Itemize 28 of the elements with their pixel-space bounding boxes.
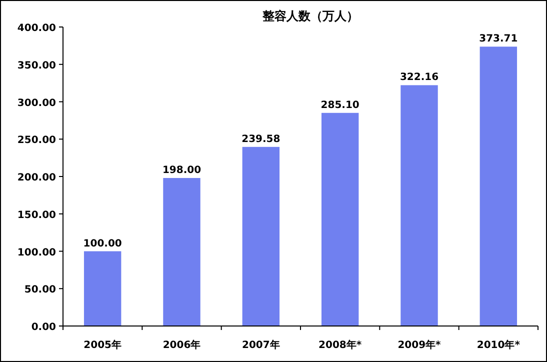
x-tick-label: 2006年 [162, 339, 201, 351]
y-tick-label: 0.00 [31, 322, 56, 333]
y-tick-label: 100.00 [17, 247, 56, 258]
bar [480, 46, 518, 326]
data-label: 322.16 [400, 72, 439, 84]
x-tick-label: 2010年* [476, 339, 521, 351]
bar [321, 112, 359, 326]
y-tick-label: 350.00 [17, 60, 56, 72]
y-tick-label: 400.00 [17, 23, 56, 34]
bar [163, 178, 200, 326]
x-tick-label: 2005年 [84, 339, 122, 351]
x-tick-label: 2009年* [398, 339, 442, 351]
data-label: 373.71 [479, 34, 518, 45]
x-tick-label: 2008年* [318, 339, 362, 351]
data-label: 285.10 [320, 100, 360, 111]
y-tick-label: 200.00 [17, 172, 56, 184]
y-tick-label: 150.00 [17, 210, 56, 221]
x-tick-label: 2007年 [242, 339, 280, 351]
bar [242, 146, 280, 326]
bar [84, 251, 122, 326]
y-tick-label: 300.00 [17, 98, 56, 109]
bar [400, 85, 438, 326]
y-tick-label: 50.00 [24, 284, 56, 296]
chart-title: 整容人数（万人） [262, 9, 358, 23]
y-tick-label: 250.00 [17, 135, 56, 146]
data-label: 198.00 [162, 164, 202, 176]
data-label: 100.00 [83, 238, 122, 250]
data-label: 239.58 [242, 134, 280, 145]
